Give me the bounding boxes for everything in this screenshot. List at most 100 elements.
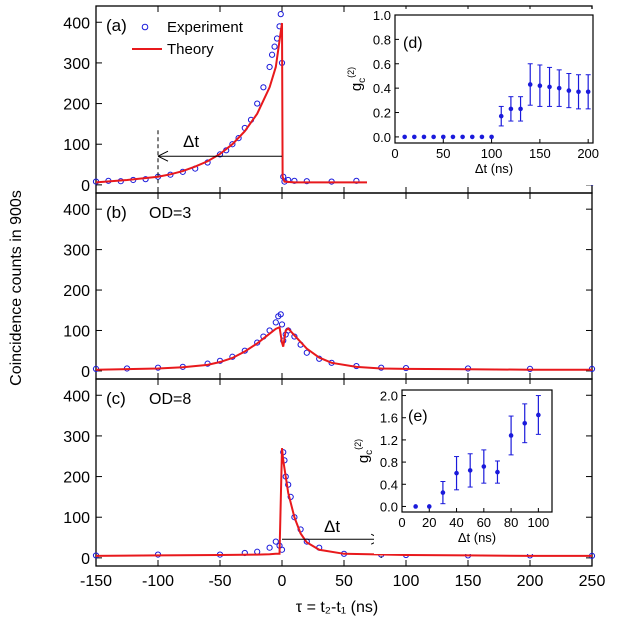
- data-point: [508, 106, 514, 112]
- data-point: [440, 490, 446, 495]
- inset-x-label: Δt (ns): [458, 530, 496, 545]
- experiment-point: [277, 11, 284, 18]
- dt-arrow-head: [157, 150, 169, 162]
- data-point: [431, 134, 436, 140]
- legend-experiment-marker: [141, 23, 149, 31]
- inset-x-label: Δt (ns): [475, 161, 513, 176]
- x-tick-label: 100: [528, 515, 550, 530]
- experiment-point: [266, 544, 273, 551]
- x-tick-label: 50: [436, 146, 450, 161]
- y-tick-label: 400: [63, 202, 90, 219]
- y-tick-label: 100: [63, 323, 90, 340]
- panel-a: 0 100 200 300 400 (a) Experiment Theory Δt: [63, 5, 596, 195]
- x-tick-label: -100: [142, 573, 174, 590]
- inset-e: 0.0 0.4 0.8 1.2 1.6 2.0 0 20 40 60 80 100 (e) Δt (ns)…: [353, 384, 564, 554]
- panel-label: (e): [408, 408, 428, 425]
- data-point: [450, 134, 456, 140]
- y-tick-label: 0: [81, 364, 90, 381]
- data-point: [421, 134, 427, 140]
- panel-label: (a): [106, 16, 127, 35]
- experiment-point: [303, 349, 310, 356]
- y-tick-label: 1.0: [373, 8, 391, 23]
- data-point: [495, 469, 500, 475]
- x-tick-label: 150: [529, 146, 551, 161]
- experiment-point: [303, 178, 310, 185]
- theory-line: [95, 448, 592, 557]
- data-point: [518, 106, 523, 112]
- data-point: [479, 134, 485, 140]
- od-label: OD=3: [149, 205, 191, 222]
- data-point: [566, 88, 572, 93]
- y-tick-label: 0.6: [373, 57, 391, 72]
- data-point: [576, 89, 581, 95]
- legend-experiment-label: Experiment: [167, 19, 244, 36]
- x-tick-label: 0: [278, 573, 287, 590]
- od-label: OD=8: [149, 391, 191, 408]
- panel-b: 0 100 200 300 400 (b) OD=3: [63, 192, 596, 381]
- x-tick-label: 200: [517, 573, 544, 590]
- y-tick-label: 0.4: [380, 477, 398, 492]
- data-point: [537, 83, 543, 89]
- dt-label: Δt: [324, 517, 340, 536]
- data-point: [440, 134, 446, 140]
- x-tick-label: 100: [481, 146, 503, 161]
- y-tick-label: 0: [81, 551, 90, 568]
- data-point: [454, 470, 459, 476]
- experiment-point: [272, 538, 279, 545]
- data-point: [556, 85, 562, 91]
- data-point: [467, 468, 473, 473]
- experiment-point: [229, 141, 236, 148]
- theory-line: [95, 325, 592, 371]
- y-tick-label: 200: [63, 97, 90, 114]
- y-tick-label: 0.8: [373, 32, 391, 47]
- x-tick-label: -50: [208, 573, 231, 590]
- data-point: [547, 84, 552, 90]
- data-point: [489, 134, 494, 140]
- experiment-point: [271, 43, 278, 50]
- data-point: [413, 504, 418, 509]
- data-point: [498, 113, 504, 119]
- y-tick-label: 0.8: [380, 455, 398, 470]
- data-point: [469, 134, 475, 140]
- dt-label: Δt: [183, 132, 199, 151]
- y-tick-label: 300: [63, 56, 90, 73]
- y-tick-label: 0: [81, 178, 90, 195]
- data-point: [527, 82, 533, 87]
- experiment-point: [260, 84, 267, 91]
- data-point: [426, 504, 432, 509]
- inset-d: 0.0 0.2 0.4 0.6 0.8 1.0 0 50 100 150 200 (d) Δt (ns)…: [346, 8, 605, 185]
- inset-y-label: gc(2): [353, 439, 375, 463]
- legend-theory-label: Theory: [167, 41, 214, 58]
- inset-y-label: gc(2): [346, 67, 368, 91]
- x-tick-label: 250: [579, 573, 606, 590]
- experiment-point: [254, 100, 261, 107]
- experiment-point: [266, 63, 273, 71]
- y-tick-label: 400: [63, 15, 90, 32]
- experiment-point: [268, 51, 276, 58]
- data-point: [402, 134, 407, 140]
- panel-label: (c): [106, 389, 126, 408]
- y-tick-label: 1.2: [380, 433, 398, 448]
- inset-frame: [394, 14, 594, 144]
- inset-frame: [401, 389, 553, 513]
- x-tick-label: 50: [335, 573, 353, 590]
- x-tick-label: 0: [391, 146, 398, 161]
- y-tick-label: 200: [63, 283, 90, 300]
- experiment-point: [272, 319, 279, 326]
- x-axis-label: τ = t₂-t₁ (ns): [296, 599, 378, 616]
- panel-label: (d): [403, 35, 423, 52]
- data-point: [585, 89, 591, 95]
- x-tick-label: 40: [449, 515, 463, 530]
- x-tick-label: 60: [477, 515, 491, 530]
- y-tick-label: 400: [63, 388, 90, 405]
- y-tick-label: 0.0: [380, 499, 398, 514]
- y-tick-label: 0.2: [373, 106, 391, 121]
- y-tick-label: 100: [63, 137, 90, 154]
- experiment-point: [235, 135, 242, 142]
- x-tick-label: 100: [393, 573, 420, 590]
- y-tick-label: 300: [63, 429, 90, 446]
- data-point: [481, 464, 487, 469]
- panel-label: (b): [106, 203, 127, 222]
